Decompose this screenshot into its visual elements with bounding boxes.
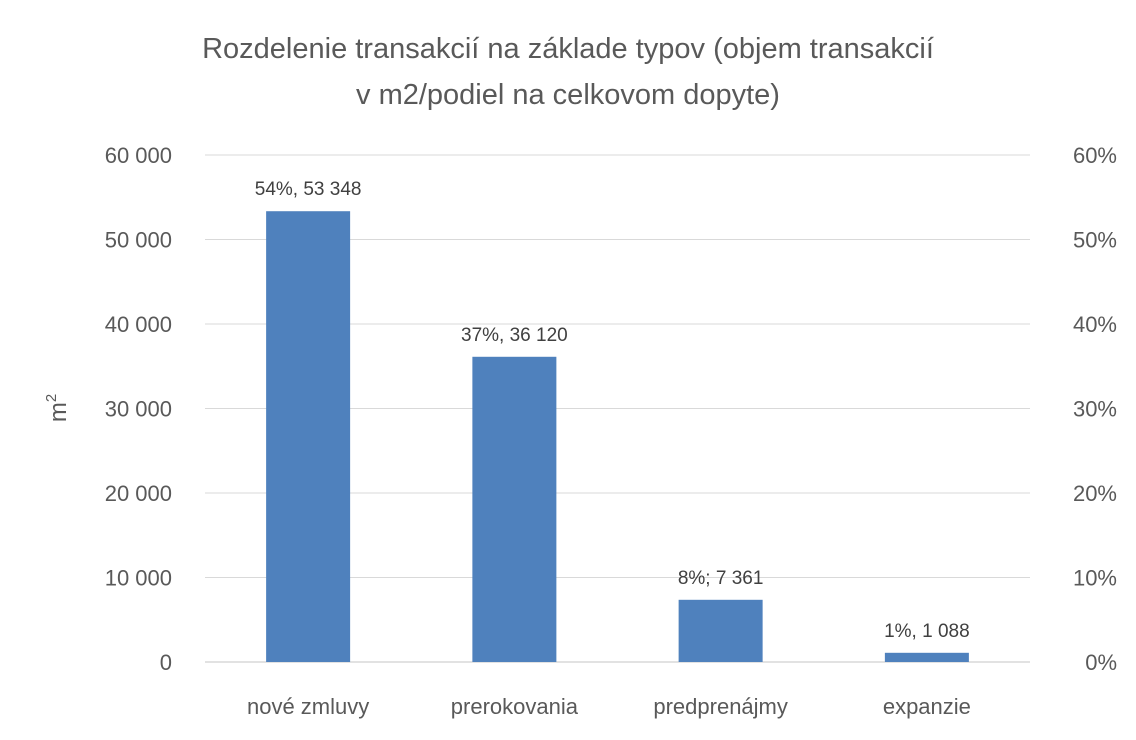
data-label: 37%, 36 120 [461,325,568,346]
chart-title-line-2: v m2/podiel na celkovom dopyte) [356,79,780,111]
data-label: 8%; 7 361 [678,568,764,589]
y-axis-title-unit: m [45,402,72,422]
y2-tick-label: 30% [1073,397,1117,422]
category-label: nové zmluvy [247,694,369,719]
bars [266,211,969,662]
data-label: 1%, 1 088 [884,621,970,642]
y-tick-label: 0 [160,650,172,675]
data-labels: 54%, 53 348 37%, 36 120 8%; 7 361 1%, 1 088 [255,179,970,642]
y2-tick-label: 60% [1073,143,1117,168]
y-tick-label: 20 000 [105,481,172,506]
bar [678,599,763,662]
y2-axis-ticks: 0% 10% 20% 30% 40% 50% 60% [1073,143,1117,675]
data-label: 54%, 53 348 [255,179,362,200]
bar [884,652,969,662]
category-label: expanzie [883,694,971,719]
y-axis-ticks: 0 10 000 20 000 30 000 40 000 50 000 60 000 [105,143,172,675]
y2-tick-label: 10% [1073,566,1117,591]
y-axis-title-superscript: 2 [43,394,60,402]
y-tick-label: 30 000 [105,397,172,422]
y2-tick-label: 0% [1085,650,1117,675]
y2-tick-label: 40% [1073,312,1117,337]
category-label: predprenájmy [653,694,788,719]
category-labels: nové zmluvy prerokovania predprenájmy expan… [247,694,971,719]
y-tick-label: 40 000 [105,312,172,337]
chart-title-line-1: Rozdelenie transakcií na základe typov (… [202,33,934,65]
y2-tick-label: 50% [1073,228,1117,253]
y-axis-title: m2 [43,394,72,422]
y-tick-label: 10 000 [105,566,172,591]
bar [472,356,557,662]
y-tick-label: 50 000 [105,228,172,253]
y2-tick-label: 20% [1073,481,1117,506]
category-label: prerokovania [451,694,579,719]
y-tick-label: 60 000 [105,143,172,168]
bar [266,211,351,662]
